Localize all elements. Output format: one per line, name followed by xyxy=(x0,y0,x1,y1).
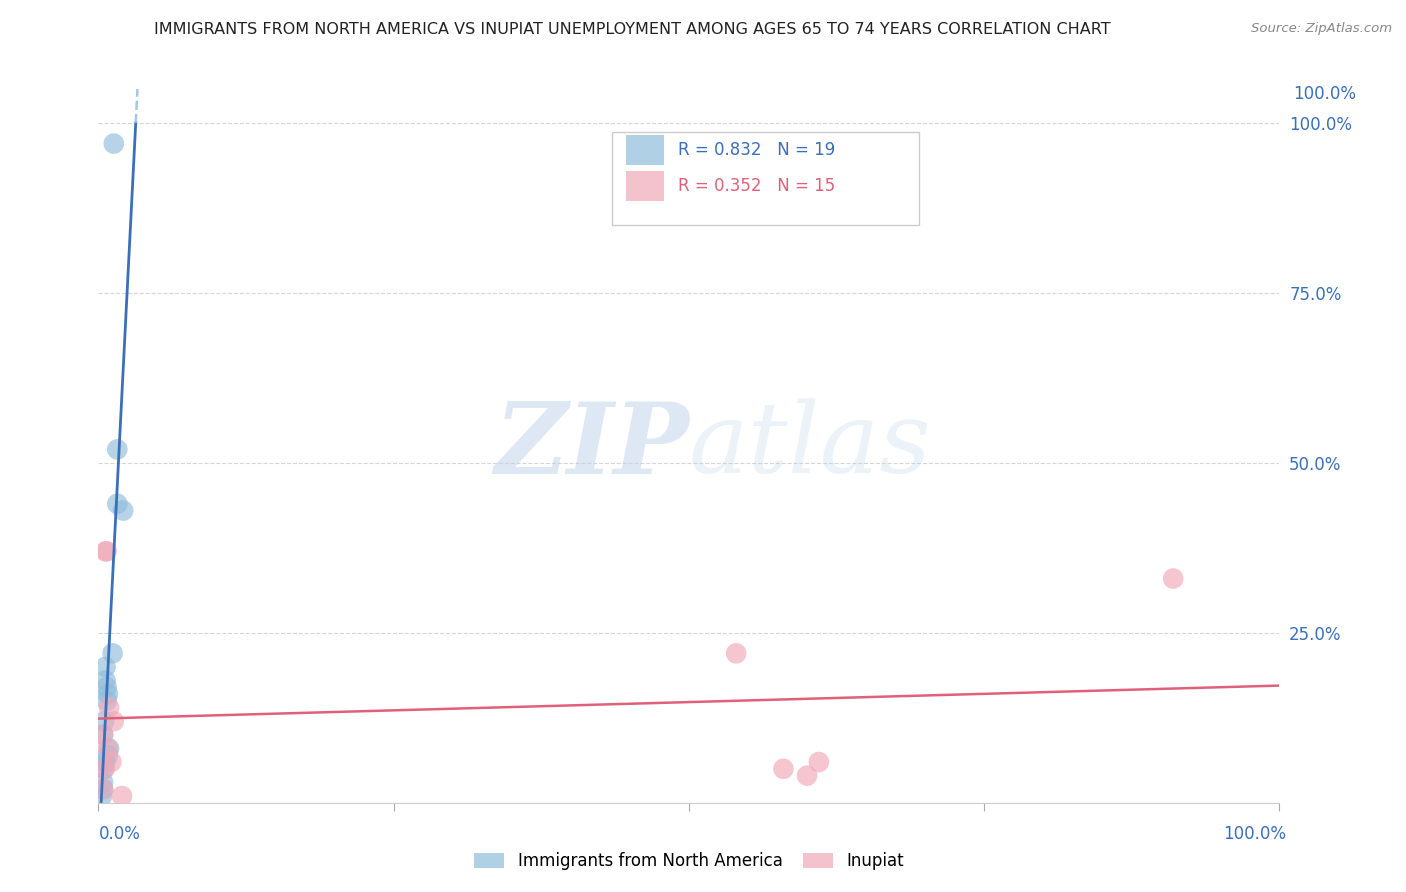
Point xyxy=(97,748,120,763)
FancyBboxPatch shape xyxy=(612,132,920,225)
Text: Source: ZipAtlas.com: Source: ZipAtlas.com xyxy=(1251,22,1392,36)
Point xyxy=(97,741,120,756)
Point xyxy=(91,782,114,797)
Point xyxy=(112,503,135,517)
Point xyxy=(97,687,120,701)
Text: IMMIGRANTS FROM NORTH AMERICA VS INUPIAT UNEMPLOYMENT AMONG AGES 65 TO 74 YEARS : IMMIGRANTS FROM NORTH AMERICA VS INUPIAT… xyxy=(155,22,1111,37)
Text: 100.0%: 100.0% xyxy=(1294,85,1357,103)
Text: ZIP: ZIP xyxy=(494,398,689,494)
Point xyxy=(91,728,114,742)
Text: 0.0%: 0.0% xyxy=(98,825,141,843)
Point xyxy=(94,544,117,558)
Text: R = 0.832   N = 19: R = 0.832 N = 19 xyxy=(678,141,835,159)
Point xyxy=(105,442,128,457)
Point xyxy=(91,782,114,797)
FancyBboxPatch shape xyxy=(626,135,664,165)
Point xyxy=(93,762,115,776)
Point xyxy=(807,755,830,769)
Point xyxy=(93,714,115,729)
Point xyxy=(98,741,121,756)
Legend: Immigrants from North America, Inupiat: Immigrants from North America, Inupiat xyxy=(468,846,910,877)
Point xyxy=(100,755,122,769)
Point xyxy=(101,646,124,660)
Point xyxy=(91,775,114,789)
Point xyxy=(103,136,125,151)
Point xyxy=(98,700,121,714)
Point xyxy=(96,544,118,558)
Point xyxy=(94,660,117,674)
Text: atlas: atlas xyxy=(689,399,932,493)
Point xyxy=(96,694,118,708)
Point xyxy=(93,762,115,776)
Text: 100.0%: 100.0% xyxy=(1223,825,1286,843)
Point xyxy=(796,769,818,783)
Point xyxy=(91,789,114,803)
Point xyxy=(1161,572,1184,586)
Point xyxy=(772,762,794,776)
Point xyxy=(725,646,748,660)
Point xyxy=(111,789,134,803)
Point xyxy=(94,755,117,769)
Point xyxy=(103,714,125,729)
Point xyxy=(96,680,118,694)
Point xyxy=(94,673,117,688)
Point xyxy=(91,728,114,742)
Text: R = 0.352   N = 15: R = 0.352 N = 15 xyxy=(678,177,835,194)
FancyBboxPatch shape xyxy=(626,170,664,201)
Point xyxy=(105,497,128,511)
